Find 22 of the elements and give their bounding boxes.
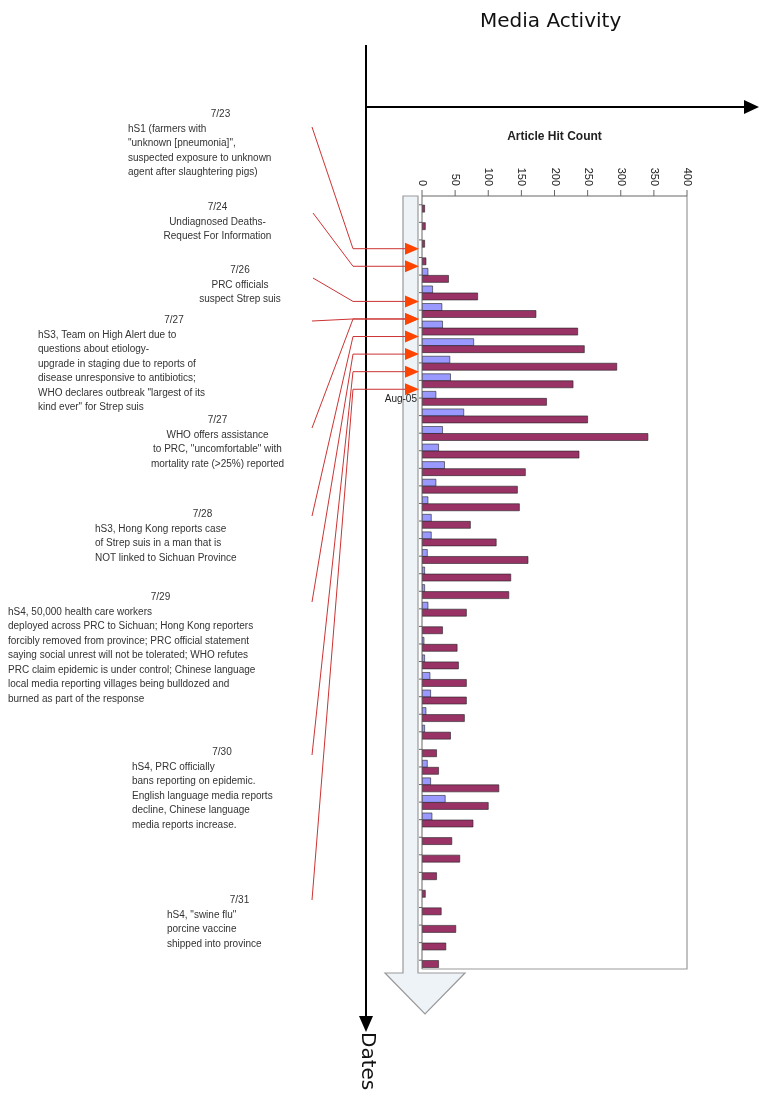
chart-title: Media Activity — [480, 8, 622, 32]
x-tick-label: 400 — [682, 167, 695, 186]
text: 7/27 hS3, Team on High Alert due to questions about etiology- upgrade in staging due to reports of disease unresponsive to antibiotics; WHO declares outbreak "largest of its kind ever" for Strep suis — [38, 313, 206, 414]
x-axis-title: Article Hit Count — [507, 128, 602, 143]
x-tick-label: 200 — [549, 167, 562, 186]
x-tick-label: 0 — [417, 179, 430, 186]
text: 7/30 hS4, PRC officially bans reporting on epidemic. English language media reports decline, Chinese language media reports increase. — [132, 745, 274, 832]
x-tick-label: 350 — [648, 167, 661, 186]
x-tick-label: 100 — [483, 167, 496, 186]
y-tick-label: Aug-05 — [384, 392, 418, 404]
text: 7/24 Undiagnosed Deaths- Request For Information — [162, 200, 273, 243]
y-axis-title: Dates — [357, 1032, 381, 1091]
text: 7/28 hS3, Hong Kong reports case of Strep suis in a man that is NOT linked to Sichuan Province — [95, 507, 238, 565]
text: 7/23 hS1 (farmers with "unknown [pneumonia]", suspected exposure to unknown agent after slaughtering pigs) — [128, 107, 273, 179]
x-tick-label: 250 — [582, 167, 595, 186]
x-tick-label: 300 — [615, 167, 628, 186]
x-tick-label: 50 — [450, 173, 463, 186]
text: 7/31 hS4, "swine flu" porcine vaccine shipped into province — [167, 893, 263, 951]
text: 7/27 WHO offers assistance to PRC, "uncomfortable" with mortality rate (>25%) reported — [149, 413, 286, 471]
x-tick-label: 150 — [516, 167, 529, 186]
text: 7/29 hS4, 50,000 health care workers deployed across PRC to Sichuan; Hong Kong reporters forcibly removed from province; PRC official statement saying social unrest will not be tolerated; WHO refutes PRC claim epidemic is under control; Chinese language local media reporting villages being bulldozed and burned as part of the response — [8, 590, 257, 706]
text: 7/26 PRC officials suspect Strep suis — [198, 263, 282, 306]
